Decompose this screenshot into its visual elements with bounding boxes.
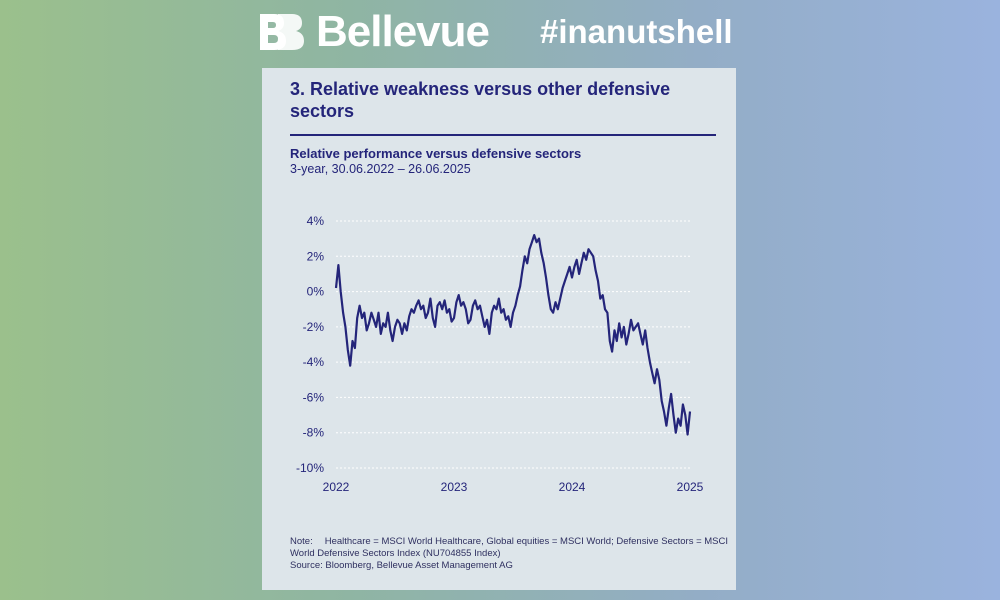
chart-title: Relative performance versus defensive se… [290,146,582,161]
y-tick-label: -10% [296,461,324,475]
y-tick-label: 4% [307,214,325,228]
source-text: Source: Bloomberg, Bellevue Asset Manage… [290,560,513,571]
x-tick-label: 2023 [441,480,468,494]
series-line [334,234,692,436]
y-tick-label: -2% [303,320,325,334]
y-tick-label: -4% [303,355,325,369]
x-tick-label: 2022 [323,480,350,494]
note-label: Note: [290,536,313,547]
header: Bellevue #inanutshell [0,8,1000,56]
y-tick-label: 0% [307,285,325,299]
y-tick-label: -8% [303,426,325,440]
bellevue-bb-logo-icon [260,14,304,50]
card-title: 3. Relative weakness versus other defens… [290,79,671,121]
brand-name: Bellevue [316,7,490,56]
y-tick-label: -6% [303,390,325,404]
hashtag[interactable]: #inanutshell [540,13,733,50]
chart-card: 3. Relative weakness versus other defens… [262,68,736,590]
note-text: Healthcare = MSCI World Healthcare, Glob… [290,536,729,559]
y-tick-label: 2% [307,249,325,263]
brand-logo[interactable]: Bellevue [258,7,490,56]
chart-subtitle: 3-year, 30.06.2022 – 26.06.2025 [290,162,471,176]
line-chart: 4% 2% 0% -2% -4% -6% -8% -10% 2022 2023 2024 2025 [296,214,704,494]
x-tick-label: 2024 [559,480,586,494]
chart-note: Note: Healthcare = MSCI World Healthcare,… [290,536,730,572]
title-divider [290,134,716,136]
x-tick-label: 2025 [677,480,704,494]
